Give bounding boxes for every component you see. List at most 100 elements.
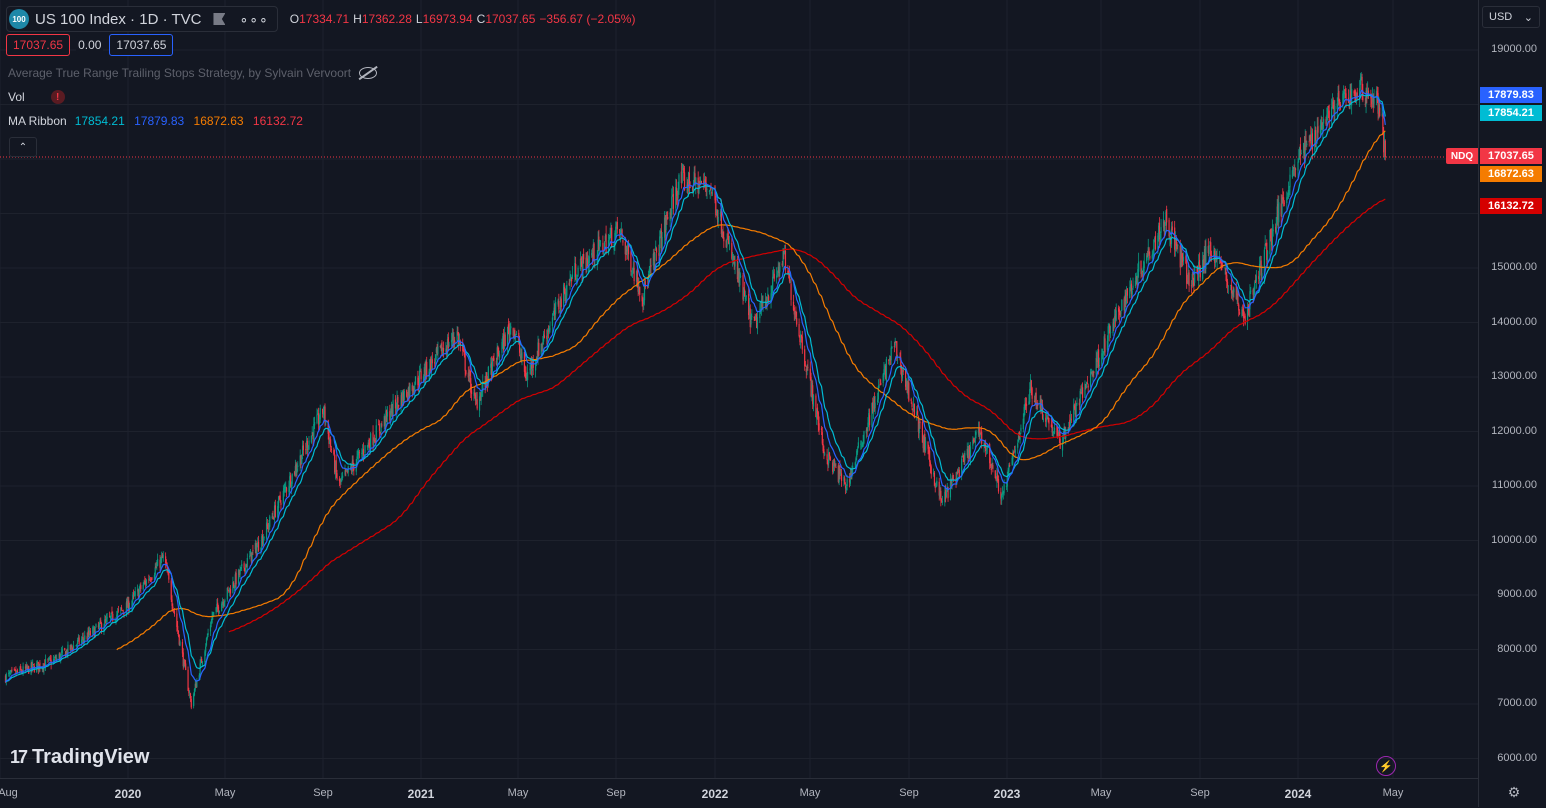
candle-body — [996, 473, 998, 482]
candle-body — [882, 374, 884, 383]
buy-price[interactable]: 17037.65 — [109, 34, 174, 56]
candle-body — [318, 420, 320, 425]
tradingview-logo[interactable]: 17 TradingView — [10, 746, 149, 769]
candle-body — [790, 283, 792, 300]
candle-body — [1042, 418, 1044, 421]
candle-body — [1193, 278, 1195, 286]
candle-body — [108, 615, 111, 617]
candle-body — [1300, 153, 1302, 155]
candle-body — [749, 308, 751, 328]
candle-body — [619, 229, 622, 235]
candle-body — [962, 455, 964, 458]
candle-body — [664, 215, 666, 233]
ma-slow-price-label: 16872.63 — [1480, 166, 1542, 182]
candle-body — [311, 432, 313, 435]
candle-body — [1264, 244, 1266, 248]
candle-body — [150, 579, 152, 581]
symbol-search[interactable]: 100 US 100 Index · 1D · TVC ∘∘∘ — [6, 6, 278, 32]
candle-body — [768, 296, 770, 301]
candle-body — [385, 410, 387, 428]
candle-body — [782, 248, 784, 266]
candle-body — [693, 171, 695, 185]
price-chart[interactable] — [0, 0, 1478, 778]
candle-body — [1168, 219, 1170, 237]
candle-body — [591, 255, 594, 257]
candle-body — [442, 349, 444, 356]
candle-body — [161, 554, 164, 558]
sell-price[interactable]: 17037.65 — [6, 34, 71, 56]
candle-body — [342, 475, 344, 478]
strategy-legend[interactable]: Average True Range Trailing Stops Strate… — [8, 66, 378, 80]
candle-body — [921, 421, 924, 443]
flag-icon[interactable] — [213, 13, 226, 25]
ohlc-key: C — [476, 12, 486, 26]
candle-body — [486, 372, 488, 382]
currency-select[interactable]: USD ⌄ — [1482, 6, 1540, 28]
candle-body — [720, 211, 722, 217]
candle-body — [149, 579, 152, 581]
candle-body — [699, 181, 701, 185]
candle-body — [479, 398, 481, 401]
price-tick-label: 6000.00 — [1497, 751, 1537, 764]
symbol-title[interactable]: US 100 Index · 1D · TVC — [35, 10, 202, 28]
price-axis[interactable]: 19000.00 15000.00 14000.00 13000.00 12000.00… — [1478, 0, 1546, 807]
more-options-icon[interactable]: ∘∘∘ — [239, 10, 269, 27]
candle-body — [344, 470, 346, 475]
candle-body — [1205, 246, 1207, 270]
candle-body — [650, 264, 652, 267]
candle-body — [520, 355, 522, 359]
candle-body — [185, 663, 187, 671]
candle-body — [1226, 274, 1228, 282]
candle-body — [923, 435, 925, 450]
lightning-icon[interactable]: ⚡ — [1376, 756, 1396, 776]
candle-body — [345, 469, 347, 472]
candle-body — [235, 572, 237, 585]
candle-body — [273, 518, 275, 520]
candle-body — [789, 282, 791, 284]
candle-body — [396, 397, 398, 412]
ma-ribbon-legend[interactable]: MA Ribbon 17854.21 17879.83 16872.63 161… — [8, 114, 309, 128]
candle-body — [495, 360, 497, 365]
candle-body — [906, 381, 908, 393]
candle-body — [643, 298, 645, 304]
candle-body — [671, 195, 674, 196]
candle-body — [267, 525, 269, 530]
volume-legend[interactable]: Vol ! — [8, 90, 65, 104]
candle-body — [269, 516, 271, 527]
candle-body — [776, 275, 778, 278]
warning-icon[interactable]: ! — [50, 90, 65, 104]
candle-body — [94, 627, 96, 636]
candle-body — [1175, 238, 1177, 246]
candle-body — [1226, 281, 1229, 287]
candle-body — [491, 358, 493, 377]
time-axis[interactable]: Aug 2020 May Sep 2021 May Sep 2022 May Sep 2023 May… — [0, 778, 1478, 808]
candle-body — [154, 567, 156, 575]
candle-body — [262, 537, 264, 546]
candle-body — [854, 463, 856, 465]
candle-body — [1298, 158, 1300, 160]
candle-body — [1143, 261, 1145, 268]
candle-body — [615, 226, 617, 234]
collapse-legend-button[interactable]: ⌃ — [9, 137, 37, 157]
candle-body — [907, 381, 909, 396]
candle-body — [563, 284, 565, 308]
candle-body — [188, 691, 190, 694]
hidden-eye-icon[interactable] — [359, 67, 378, 79]
candle-body — [48, 657, 51, 659]
gear-icon[interactable]: ⚙ — [1507, 783, 1521, 800]
candle-body — [1158, 222, 1161, 240]
candle-body — [1014, 449, 1016, 453]
candle-body — [105, 618, 107, 622]
candle-body — [1029, 388, 1031, 403]
candle-body — [890, 347, 892, 361]
candle-body — [418, 383, 420, 385]
candle-body — [436, 346, 438, 353]
candle-body — [1237, 293, 1239, 302]
candle-body — [816, 407, 819, 414]
time-tick-label: May — [214, 787, 236, 799]
candle-body — [695, 177, 697, 186]
candle-body — [866, 428, 868, 431]
candle-body — [408, 386, 410, 396]
price-tick-label: 8000.00 — [1497, 642, 1537, 655]
candle-body — [127, 599, 129, 609]
